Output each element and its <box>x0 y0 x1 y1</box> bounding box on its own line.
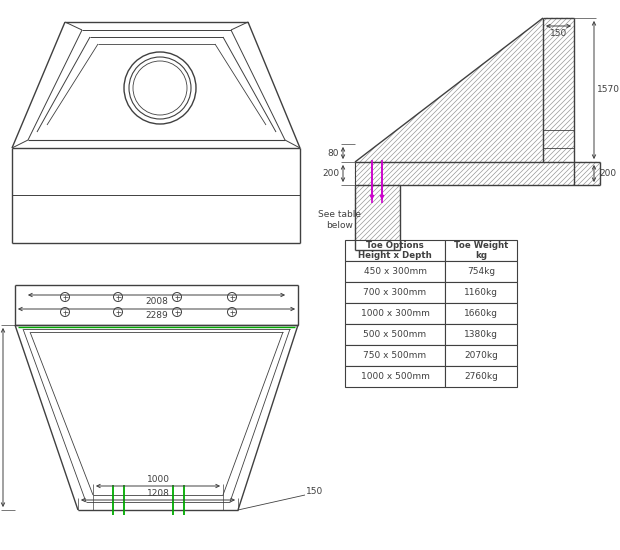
Text: 1000: 1000 <box>146 476 169 485</box>
Text: 1380kg: 1380kg <box>464 330 498 339</box>
Text: 1000 x 300mm: 1000 x 300mm <box>361 309 430 318</box>
Text: See table
below: See table below <box>319 210 361 230</box>
Bar <box>345 345 445 366</box>
Bar <box>345 366 445 387</box>
Text: 1000 x 500mm: 1000 x 500mm <box>361 372 430 381</box>
Bar <box>445 282 517 303</box>
Text: 1660kg: 1660kg <box>464 309 498 318</box>
Text: 200: 200 <box>322 169 340 178</box>
Text: 1160kg: 1160kg <box>464 288 498 297</box>
Bar <box>345 324 445 345</box>
Text: 80: 80 <box>327 148 339 157</box>
Text: 2760kg: 2760kg <box>464 372 498 381</box>
Bar <box>445 240 517 261</box>
Text: Toe Options
Height x Depth: Toe Options Height x Depth <box>358 241 432 260</box>
Text: 150: 150 <box>306 487 324 497</box>
Bar <box>445 345 517 366</box>
Text: 150: 150 <box>550 29 567 37</box>
Bar <box>445 366 517 387</box>
Text: 200: 200 <box>600 169 616 178</box>
Text: 750 x 500mm: 750 x 500mm <box>363 351 427 360</box>
Text: 500 x 500mm: 500 x 500mm <box>363 330 427 339</box>
Text: 2070kg: 2070kg <box>464 351 498 360</box>
Bar <box>445 261 517 282</box>
Bar <box>345 282 445 303</box>
Text: 450 x 300mm: 450 x 300mm <box>363 267 427 276</box>
Bar <box>445 303 517 324</box>
Bar <box>345 261 445 282</box>
Text: 1570: 1570 <box>596 85 619 95</box>
Bar <box>345 303 445 324</box>
Bar <box>345 240 445 261</box>
Text: 2008: 2008 <box>145 298 168 306</box>
Text: 2289: 2289 <box>145 311 168 321</box>
Text: 700 x 300mm: 700 x 300mm <box>363 288 427 297</box>
Bar <box>445 324 517 345</box>
Text: 1208: 1208 <box>146 490 169 498</box>
Text: Toe Weight
kg: Toe Weight kg <box>454 241 508 260</box>
Text: 754kg: 754kg <box>467 267 495 276</box>
